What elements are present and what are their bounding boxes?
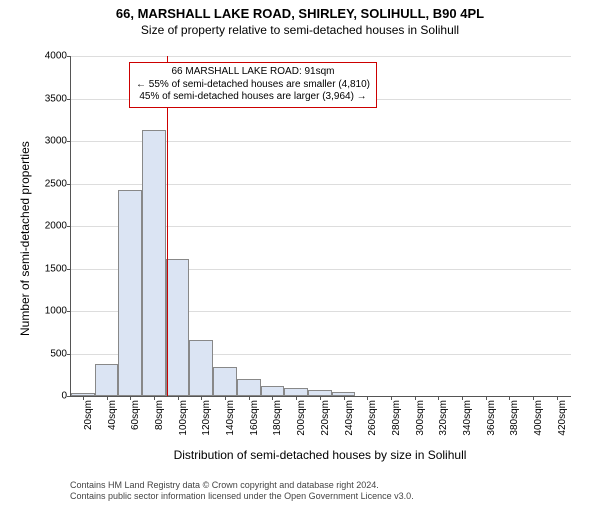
histogram-bar — [261, 386, 285, 396]
y-tick-label: 3500 — [45, 93, 71, 104]
x-tick-label: 380sqm — [509, 400, 520, 436]
histogram-bar — [166, 259, 190, 396]
histogram-bar — [237, 379, 261, 396]
x-tick-label: 100sqm — [178, 400, 189, 436]
histogram-bar — [284, 388, 308, 396]
x-axis-label: Distribution of semi-detached houses by … — [70, 448, 570, 462]
chart-subtitle: Size of property relative to semi-detach… — [0, 23, 600, 37]
annotation-line-1: 66 MARSHALL LAKE ROAD: 91sqm — [136, 66, 370, 79]
x-tick-label: 40sqm — [107, 400, 118, 430]
footer-line-2: Contains public sector information licen… — [70, 491, 414, 502]
x-tick-label: 360sqm — [486, 400, 497, 436]
y-axis-label: Number of semi-detached properties — [18, 141, 32, 336]
histogram-bar — [189, 340, 213, 396]
y-tick-label: 4000 — [45, 51, 71, 62]
gridline — [71, 56, 571, 57]
y-tick-label: 1500 — [45, 263, 71, 274]
y-tick-label: 2500 — [45, 178, 71, 189]
histogram-bar — [95, 364, 119, 396]
footer: Contains HM Land Registry data © Crown c… — [70, 480, 414, 502]
y-tick-label: 3000 — [45, 136, 71, 147]
x-tick-label: 340sqm — [462, 400, 473, 436]
annotation-box: 66 MARSHALL LAKE ROAD: 91sqm← 55% of sem… — [129, 62, 377, 108]
x-tick-label: 20sqm — [83, 400, 94, 430]
x-tick-label: 180sqm — [272, 400, 283, 436]
x-tick-label: 400sqm — [533, 400, 544, 436]
histogram-bar — [142, 130, 166, 396]
x-tick-label: 240sqm — [344, 400, 355, 436]
x-tick-label: 300sqm — [415, 400, 426, 436]
x-tick-label: 120sqm — [201, 400, 212, 436]
x-tick-label: 200sqm — [296, 400, 307, 436]
y-tick-label: 500 — [50, 348, 71, 359]
x-tick-label: 420sqm — [557, 400, 568, 436]
chart-title: 66, MARSHALL LAKE ROAD, SHIRLEY, SOLIHUL… — [0, 6, 600, 21]
x-tick-label: 140sqm — [225, 400, 236, 436]
y-tick-label: 2000 — [45, 221, 71, 232]
x-tick-label: 80sqm — [154, 400, 165, 430]
annotation-line-2: ← 55% of semi-detached houses are smalle… — [136, 79, 370, 92]
x-tick-label: 160sqm — [249, 400, 260, 436]
x-tick-label: 320sqm — [438, 400, 449, 436]
histogram-bar — [213, 367, 237, 396]
plot-area: 0500100015002000250030003500400020sqm40s… — [70, 56, 571, 397]
x-tick-label: 280sqm — [391, 400, 402, 436]
footer-line-1: Contains HM Land Registry data © Crown c… — [70, 480, 414, 491]
histogram-bar — [118, 190, 142, 396]
x-tick-label: 260sqm — [367, 400, 378, 436]
x-tick-label: 220sqm — [320, 400, 331, 436]
x-tick-label: 60sqm — [130, 400, 141, 430]
y-tick-label: 1000 — [45, 306, 71, 317]
y-tick-label: 0 — [61, 391, 71, 402]
annotation-line-3: 45% of semi-detached houses are larger (… — [136, 91, 370, 104]
